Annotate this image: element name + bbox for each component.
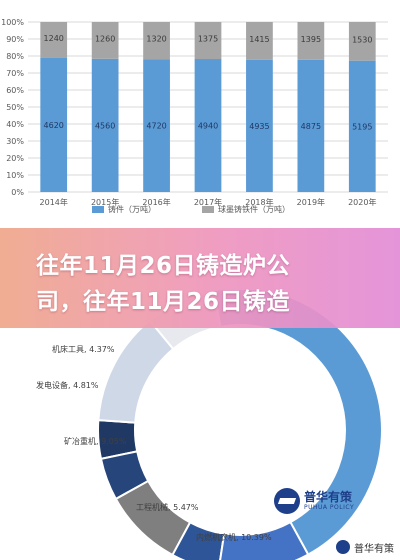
logo-english-name: PUHUA POLICY bbox=[304, 504, 355, 511]
stacked-bar-chart: 0% 10% 20% 30% 40% 50% 60% 70% 80% 90% 100% 4620 124… bbox=[1, 18, 388, 214]
y-tick-label: 40% bbox=[6, 120, 24, 129]
data-label: 1320 bbox=[146, 35, 166, 44]
y-tick-label: 100% bbox=[1, 18, 24, 27]
bar-segment-ductile-iron bbox=[194, 22, 222, 60]
logo-mark-icon bbox=[274, 488, 300, 514]
data-label: 1375 bbox=[198, 35, 218, 44]
data-label: 4875 bbox=[301, 122, 321, 131]
slice-label: 工程机械, 5.47% bbox=[136, 502, 199, 512]
y-tick-label: 60% bbox=[6, 86, 24, 95]
bar-segment-ductile-iron bbox=[91, 22, 119, 59]
data-label: 4620 bbox=[44, 121, 64, 130]
legend-label: 球墨铸铁件（万吨） bbox=[218, 204, 290, 214]
bar-segment-ductile-iron bbox=[297, 22, 325, 60]
bar-segment-castings bbox=[40, 57, 68, 193]
data-label: 1240 bbox=[44, 34, 64, 43]
x-tick-label: 2018年 bbox=[245, 197, 273, 207]
y-tick-label: 0% bbox=[11, 188, 24, 197]
bar-segment-ductile-iron bbox=[143, 22, 170, 60]
bar-segment-castings bbox=[297, 59, 325, 192]
donut-slice bbox=[97, 319, 175, 424]
donut-chart: 机床工具, 4.37% 发电设备, 4.81% 矿冶重机, 9.05% 工程机械, 5… bbox=[36, 290, 383, 560]
data-label: 4720 bbox=[146, 122, 166, 131]
article-title-banner[interactable]: 往年11月26日铸造炉公 司，往年11月26日铸造 bbox=[0, 228, 400, 328]
watermark: 普华有策 bbox=[336, 538, 394, 556]
data-label: 4935 bbox=[249, 122, 269, 131]
x-tick-label: 2016年 bbox=[142, 197, 170, 207]
bar-segment-ductile-iron bbox=[40, 22, 68, 58]
data-label: 1395 bbox=[301, 35, 321, 44]
bar-segment-castings bbox=[91, 58, 119, 192]
slice-label: 矿冶重机, 9.05% bbox=[64, 436, 127, 446]
logo-chinese-name: 普华有策 bbox=[304, 490, 353, 504]
x-tick-label: 2019年 bbox=[297, 197, 325, 207]
x-tick-label: 2020年 bbox=[348, 197, 376, 207]
title-line-2: 司，往年11月26日铸造 bbox=[36, 289, 291, 315]
data-label: 1260 bbox=[95, 35, 115, 44]
y-tick-label: 10% bbox=[6, 171, 24, 180]
bar-segment-castings bbox=[348, 60, 376, 193]
data-label: 5195 bbox=[352, 122, 372, 131]
data-label: 4560 bbox=[95, 121, 115, 130]
bar-segment-castings bbox=[194, 59, 222, 192]
donut-slice bbox=[212, 290, 383, 556]
y-tick-label: 50% bbox=[6, 103, 24, 112]
brand-logo: 普华有策 PUHUA POLICY bbox=[274, 486, 384, 516]
data-label: 1415 bbox=[249, 35, 269, 44]
y-tick-label: 90% bbox=[6, 35, 24, 44]
bar-segment-castings bbox=[143, 59, 170, 193]
watermark-text: 普华有策 bbox=[354, 543, 394, 555]
y-tick-label: 20% bbox=[6, 154, 24, 163]
slice-label: 发电设备, 4.81% bbox=[36, 380, 99, 390]
legend-swatch bbox=[92, 206, 104, 213]
legend-label: 铸件（万吨） bbox=[108, 204, 156, 214]
data-label: 1530 bbox=[352, 35, 372, 44]
legend-swatch bbox=[202, 206, 214, 213]
bar-segment-ductile-iron bbox=[246, 22, 273, 60]
y-tick-label: 80% bbox=[6, 52, 24, 61]
slice-label: 机床工具, 4.37% bbox=[52, 344, 115, 354]
x-tick-label: 2017年 bbox=[194, 197, 222, 207]
x-tick-label: 2014年 bbox=[40, 197, 68, 207]
title-line-1: 往年11月26日铸造炉公 bbox=[36, 253, 291, 279]
slice-label: 内燃机农机, 10.39% bbox=[196, 532, 272, 542]
bar-segment-castings bbox=[246, 59, 273, 192]
data-label: 4940 bbox=[198, 122, 218, 131]
watermark-logo-icon bbox=[336, 540, 350, 554]
y-tick-label: 30% bbox=[6, 137, 24, 146]
x-tick-label: 2015年 bbox=[91, 197, 119, 207]
bar-segment-ductile-iron bbox=[348, 22, 376, 61]
y-tick-label: 70% bbox=[6, 69, 24, 78]
